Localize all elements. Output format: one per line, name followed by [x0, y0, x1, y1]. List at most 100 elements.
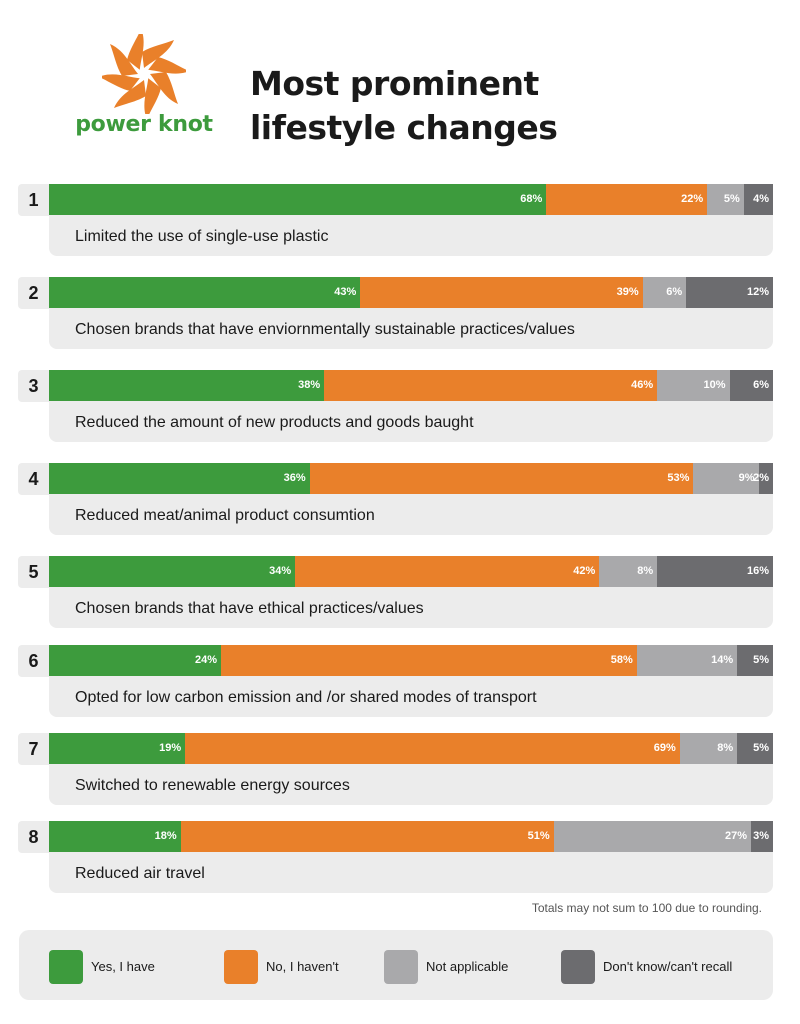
- logo-petal: [127, 34, 144, 70]
- category-label: Opted for low carbon emission and /or sh…: [75, 689, 537, 706]
- legend-swatch: [224, 950, 258, 984]
- bar-segment-no: [309, 463, 694, 494]
- legend-swatch: [49, 950, 83, 984]
- rank-number: 5: [28, 562, 39, 582]
- bar-segment-yes: [49, 184, 547, 215]
- rank-number: 1: [28, 190, 39, 210]
- rank-badge: [18, 645, 49, 677]
- data-label: 6%: [666, 286, 683, 298]
- stacked-bar: 68% 22% 5% 4%: [49, 184, 774, 215]
- rank-number: 8: [28, 827, 39, 847]
- rank-badge: [18, 556, 49, 588]
- legend-label: Don't know/can't recall: [603, 959, 733, 974]
- data-label: 19%: [159, 742, 182, 754]
- spiral-logo-icon: [102, 34, 186, 114]
- data-label: 8%: [717, 742, 734, 754]
- stacked-bar: 43% 39% 6% 12%: [49, 277, 774, 308]
- data-label: 36%: [283, 472, 306, 484]
- data-label: 39%: [616, 286, 639, 298]
- footnote: Totals may not sum to 100 due to roundin…: [531, 901, 762, 915]
- legend-label: Not applicable: [426, 959, 509, 974]
- rank-badge: [18, 821, 49, 853]
- data-label: 5%: [753, 742, 769, 754]
- rank-badge: [18, 277, 49, 309]
- data-label: 18%: [154, 830, 177, 842]
- logo-petal: [144, 78, 161, 114]
- bar-segment-yes: [49, 370, 325, 401]
- category-label: Switched to renewable energy sources: [75, 777, 350, 794]
- category-label: Reduced meat/animal product consumtion: [75, 507, 375, 524]
- data-label: 8%: [637, 565, 654, 577]
- logo-petal: [142, 40, 174, 68]
- data-label: 12%: [746, 286, 769, 298]
- data-label: 14%: [711, 654, 734, 666]
- rank-badge: [18, 733, 49, 765]
- bar-segment-na: [707, 184, 745, 215]
- stacked-bar: 18% 51% 27% 3%: [49, 821, 774, 852]
- logo-petal: [150, 72, 178, 104]
- data-label: 42%: [573, 565, 596, 577]
- logo-petal: [148, 57, 186, 74]
- data-label: 22%: [681, 193, 704, 205]
- bar-segment-no: [180, 821, 555, 852]
- legend-swatch: [561, 950, 595, 984]
- title-line-1: Most prominent: [250, 64, 539, 103]
- data-label: 3%: [753, 830, 769, 842]
- bar-segment-no: [295, 556, 600, 587]
- data-label: 69%: [653, 742, 676, 754]
- rank-number: 3: [28, 376, 39, 396]
- bar-segment-dk: [657, 556, 774, 587]
- bar-segment-yes: [49, 463, 311, 494]
- rank-badge: [18, 463, 49, 495]
- bar-segment-na: [693, 463, 760, 494]
- data-label: 68%: [520, 193, 543, 205]
- bar-segment-dk: [751, 821, 774, 852]
- bar-segment-yes: [49, 277, 361, 308]
- bar-segment-na: [599, 556, 658, 587]
- brand-name: power knot: [75, 112, 213, 137]
- stacked-bar: 36% 53% 9% 2%: [49, 463, 774, 494]
- bar-segment-dk: [737, 733, 774, 764]
- title-line-2: lifestyle changes: [250, 108, 558, 147]
- rank-badge: [18, 184, 49, 216]
- logo-petal: [114, 80, 146, 108]
- bar-segment-na: [657, 370, 731, 401]
- rank-number: 7: [28, 739, 39, 759]
- rank-number: 4: [28, 469, 39, 489]
- bar-segment-dk: [737, 645, 774, 676]
- category-label: Reduced the amount of new products and g…: [75, 414, 474, 431]
- bar-segment-na: [642, 277, 687, 308]
- logo-petal: [102, 74, 140, 91]
- legend-label: No, I haven't: [266, 959, 339, 974]
- bar-segment-na: [553, 821, 752, 852]
- data-label: 5%: [723, 193, 740, 205]
- data-label: 10%: [703, 379, 726, 391]
- data-label: 27%: [725, 830, 748, 842]
- bar-segment-no: [360, 277, 644, 308]
- bar-segment-yes: [49, 821, 182, 852]
- logo-petal: [110, 44, 138, 76]
- data-label: 24%: [195, 654, 218, 666]
- data-label: 51%: [527, 830, 550, 842]
- data-label: 43%: [334, 286, 357, 298]
- bar-segment-yes: [49, 733, 186, 764]
- bar-segment-dk: [729, 370, 774, 401]
- data-label: 38%: [298, 379, 321, 391]
- rank-number: 6: [28, 651, 39, 671]
- data-label: 53%: [667, 472, 690, 484]
- stacked-bar: 34% 42% 8% 16%: [49, 556, 774, 587]
- legend-swatch: [384, 950, 418, 984]
- data-label: 2%: [753, 472, 769, 484]
- data-label: 34%: [269, 565, 292, 577]
- data-label: 4%: [753, 193, 769, 205]
- category-label: Reduced air travel: [75, 865, 205, 882]
- legend-label: Yes, I have: [91, 959, 155, 974]
- data-label: 9%: [738, 472, 755, 484]
- legend: Yes, I have No, I haven't Not applicable Do…: [19, 930, 773, 1000]
- stacked-bar: 38% 46% 10% 6%: [49, 370, 774, 401]
- category-label: Chosen brands that have enviornmentally …: [75, 321, 575, 338]
- rank-badge: [18, 370, 49, 402]
- bar-segment-no: [546, 184, 708, 215]
- rank-number: 2: [28, 283, 39, 303]
- data-label: 58%: [610, 654, 633, 666]
